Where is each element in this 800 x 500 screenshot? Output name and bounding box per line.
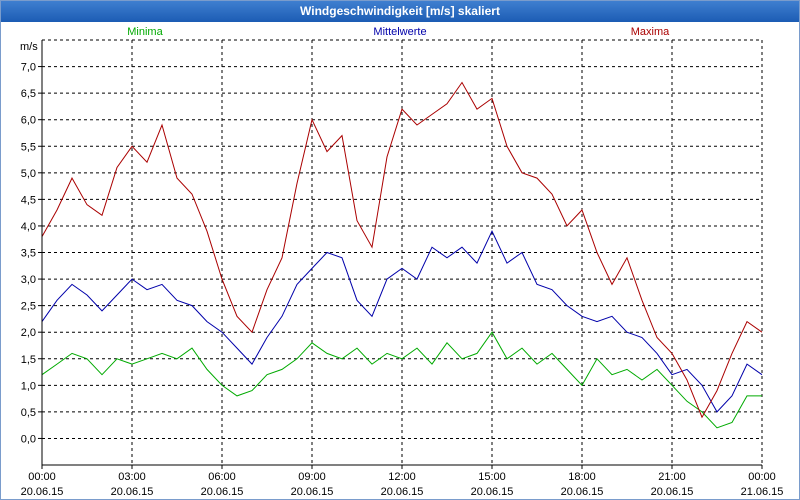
grid-lines <box>41 39 763 465</box>
y-tick-label: 4,0 <box>21 221 36 233</box>
x-tick-date: 21.06.15 <box>741 486 784 498</box>
series-line-maxima <box>41 81 763 419</box>
legend-entry-minima: Minima <box>127 26 163 38</box>
series-line-mittelwerte <box>41 230 763 413</box>
y-tick-label: 2,0 <box>21 327 36 339</box>
y-axis-unit: m/s <box>20 41 38 53</box>
y-tick-label: 0,0 <box>21 433 36 445</box>
x-tick-time: 00:00 <box>28 471 56 483</box>
x-tick-date: 20.06.15 <box>381 486 424 498</box>
y-tick-label: 1,5 <box>21 354 36 366</box>
y-tick-label: 4,5 <box>21 194 36 206</box>
x-tick-time: 00:00 <box>748 471 776 483</box>
series-line-minima <box>41 331 762 429</box>
x-tick-time: 18:00 <box>568 471 596 483</box>
y-tick-label: 0,5 <box>21 407 36 419</box>
x-tick-date: 20.06.15 <box>201 486 244 498</box>
y-tick-label: 6,5 <box>21 88 36 100</box>
legend-entry-mittelwerte: Mittelwerte <box>373 26 426 38</box>
y-tick-label: 7,0 <box>21 62 36 74</box>
x-axis-ticks: 00:00 20.06.15 03:00 20.06.15 06:00 20.06.15 0… <box>21 465 784 498</box>
window-title: Windgeschwindigkeit [m/s] skaliert <box>1 1 799 22</box>
x-tick-time: 03:00 <box>118 471 146 483</box>
x-tick-time: 06:00 <box>208 471 236 483</box>
y-tick-label: 5,5 <box>21 141 36 153</box>
x-tick-time: 21:00 <box>658 471 686 483</box>
y-axis-ticks: 0,0 0,5 1,0 1,5 2,0 2,5 3,0 3,5 4,0 4,5 5,0 5,5 6,0 6… <box>21 62 42 445</box>
x-tick-date: 20.06.15 <box>651 486 694 498</box>
series-lines <box>41 81 763 429</box>
x-tick-date: 20.06.15 <box>21 486 64 498</box>
x-tick-time: 12:00 <box>388 471 416 483</box>
x-tick-date: 20.06.15 <box>111 486 154 498</box>
y-tick-label: 5,0 <box>21 168 36 180</box>
x-tick-time: 09:00 <box>298 471 326 483</box>
x-tick-date: 20.06.15 <box>471 486 514 498</box>
y-tick-label: 2,5 <box>21 301 36 313</box>
y-tick-label: 3,5 <box>21 248 36 260</box>
y-tick-label: 3,0 <box>21 274 36 286</box>
legend: Minima Mittelwerte Maxima <box>127 26 670 38</box>
x-tick-date: 20.06.15 <box>291 486 334 498</box>
y-tick-label: 1,0 <box>21 380 36 392</box>
y-tick-label: 6,0 <box>21 115 36 127</box>
legend-entry-maxima: Maxima <box>631 26 670 38</box>
x-tick-time: 15:00 <box>478 471 506 483</box>
x-tick-date: 20.06.15 <box>561 486 604 498</box>
